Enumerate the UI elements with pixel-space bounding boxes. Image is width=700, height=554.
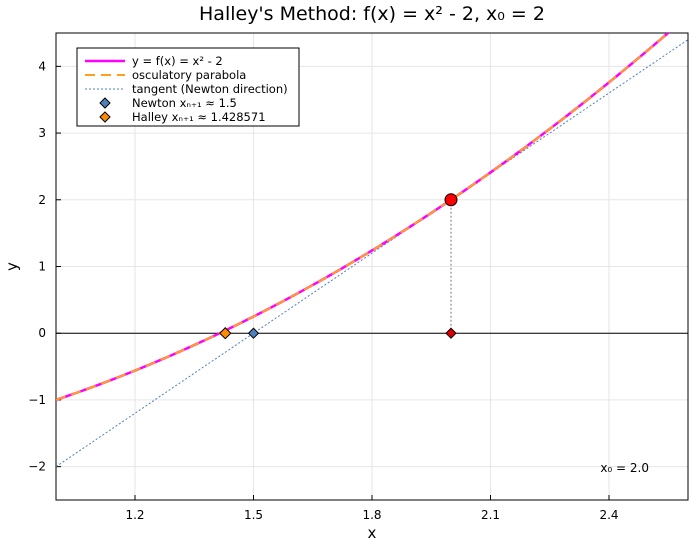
legend-label: tangent (Newton direction) [132,82,288,96]
x-axis-label: x [368,524,377,542]
x-tick-label: 1.8 [362,508,381,522]
y-axis-label: y [3,262,21,271]
legend-label: Newton xₙ₊₁ ≈ 1.5 [132,96,237,110]
legend-swatch [99,111,111,123]
y-tick-label: 4 [38,59,46,73]
legend-label: Halley xₙ₊₁ ≈ 1.428571 [132,110,266,124]
x-tick-label: 2.4 [599,508,618,522]
y-tick-label: −1 [28,393,46,407]
x-tick-label: 1.5 [244,508,263,522]
tangent-line [56,39,688,468]
x-tick-label: 1.2 [125,508,144,522]
root-projection-marker [445,327,457,339]
legend-swatch [99,97,111,109]
x-tick-label: 2.1 [481,508,500,522]
y-tick-label: 2 [38,193,46,207]
y-tick-label: 1 [38,260,46,274]
chart-title: Halley's Method: f(x) = x² - 2, x₀ = 2 [199,3,545,25]
legend-label: y = f(x) = x² - 2 [132,54,223,68]
y-tick-label: 0 [38,326,46,340]
plot-lines [56,33,688,468]
halley-point-marker [219,327,232,340]
osculatory-parabola-curve [56,33,670,401]
newton-point-marker [247,327,260,339]
legend-label: osculatory parabola [132,68,246,82]
y-tick-label: −2 [28,460,46,474]
y-tick-label: 3 [38,126,46,140]
annotation-x0: x₀ = 2.0 [600,461,649,475]
current-point-marker [444,193,458,207]
